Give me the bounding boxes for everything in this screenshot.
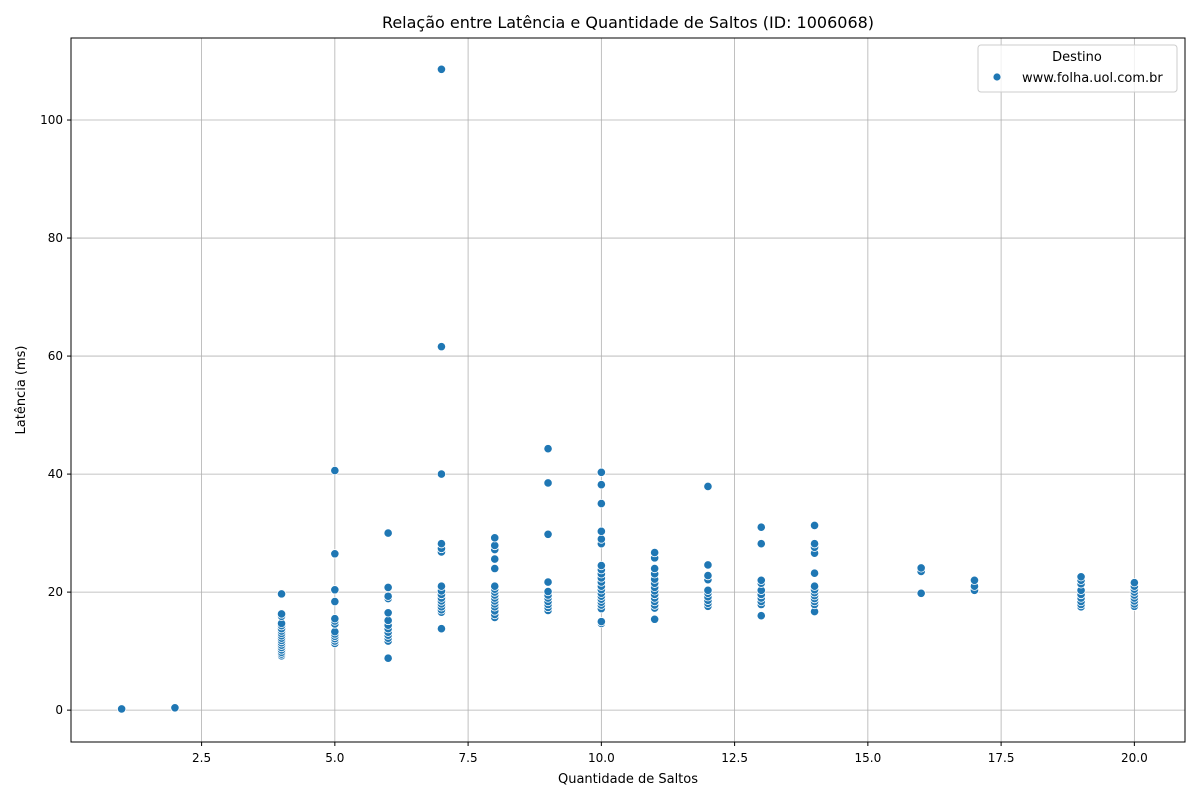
- data-point: [703, 585, 713, 595]
- legend: Destino www.folha.uol.com.br: [977, 44, 1178, 93]
- x-tick-label: 20.0: [1121, 751, 1148, 765]
- data-point: [756, 522, 766, 532]
- data-point: [650, 614, 660, 624]
- x-axis-ticks: 2.5 5.0 7.5 10.0 12.5 15.0 17.5 20.0: [192, 742, 1148, 765]
- data-point: [703, 560, 713, 570]
- data-point: [596, 560, 606, 571]
- data-points: [117, 64, 1139, 714]
- data-point: [809, 520, 820, 531]
- legend-box: [977, 44, 1178, 93]
- data-point: [330, 614, 340, 624]
- data-point: [543, 577, 553, 587]
- y-tick-label: 40: [48, 467, 63, 481]
- x-tick-label: 12.5: [721, 751, 748, 765]
- data-point: [809, 539, 820, 549]
- y-tick-label: 20: [48, 585, 63, 599]
- data-point: [703, 570, 713, 581]
- x-axis-label: Quantidade de Saltos: [558, 772, 698, 787]
- data-point: [383, 591, 393, 601]
- data-point: [596, 480, 606, 490]
- data-point: [756, 539, 766, 549]
- data-point: [596, 498, 606, 509]
- data-point: [596, 617, 606, 627]
- data-point: [330, 549, 340, 559]
- data-point: [809, 581, 820, 591]
- data-point: [490, 581, 500, 591]
- grid-lines: [71, 38, 1185, 742]
- legend-marker: [992, 72, 1002, 82]
- data-point: [490, 533, 500, 543]
- x-tick-label: 7.5: [459, 751, 478, 765]
- data-point: [650, 563, 660, 574]
- data-point: [383, 528, 393, 538]
- data-point: [436, 624, 447, 634]
- data-point: [330, 585, 340, 595]
- data-point: [490, 554, 500, 564]
- data-point: [756, 575, 766, 585]
- data-point: [1076, 572, 1086, 582]
- data-point: [809, 568, 820, 578]
- x-tick-label: 10.0: [588, 751, 615, 765]
- data-point: [543, 529, 553, 539]
- data-point: [330, 465, 340, 476]
- data-point: [543, 478, 553, 488]
- plot-frame: [70, 37, 1186, 743]
- y-tick-label: 60: [48, 349, 63, 363]
- data-point: [596, 526, 606, 536]
- chart-title: Relação entre Latência e Quantidade de S…: [382, 13, 874, 32]
- x-tick-label: 17.5: [988, 751, 1015, 765]
- data-point: [383, 582, 393, 592]
- data-point: [490, 540, 500, 551]
- data-point: [490, 563, 500, 574]
- data-point: [969, 575, 980, 585]
- data-point: [756, 611, 766, 621]
- legend-entry: www.folha.uol.com.br: [1022, 71, 1163, 86]
- data-point: [436, 342, 447, 352]
- y-axis-label: Latência (ms): [14, 346, 29, 435]
- data-point: [383, 653, 393, 663]
- data-point: [650, 547, 660, 558]
- y-tick-label: 80: [48, 231, 63, 245]
- y-axis-ticks: 0 20 40 60 80 100: [40, 113, 71, 717]
- data-point: [330, 627, 340, 637]
- data-point: [543, 444, 553, 454]
- data-point: [170, 703, 180, 713]
- data-point: [543, 586, 553, 597]
- data-point: [916, 588, 926, 598]
- y-tick-label: 0: [55, 703, 63, 717]
- data-point: [383, 608, 393, 618]
- data-point: [276, 589, 287, 599]
- data-point: [436, 469, 447, 479]
- data-point: [916, 563, 926, 573]
- data-point: [383, 615, 393, 626]
- legend-title: Destino: [1052, 50, 1102, 65]
- x-tick-label: 15.0: [854, 751, 881, 765]
- data-point: [436, 581, 447, 591]
- data-point: [1129, 578, 1139, 588]
- x-tick-label: 2.5: [192, 751, 211, 765]
- data-point: [276, 609, 287, 619]
- data-point: [436, 539, 447, 549]
- data-point: [596, 467, 606, 477]
- data-point: [330, 596, 340, 607]
- data-point: [117, 704, 127, 714]
- data-point: [703, 481, 713, 492]
- y-tick-label: 100: [40, 113, 63, 127]
- x-tick-label: 5.0: [325, 751, 344, 765]
- data-point: [596, 534, 606, 544]
- data-point: [436, 64, 447, 74]
